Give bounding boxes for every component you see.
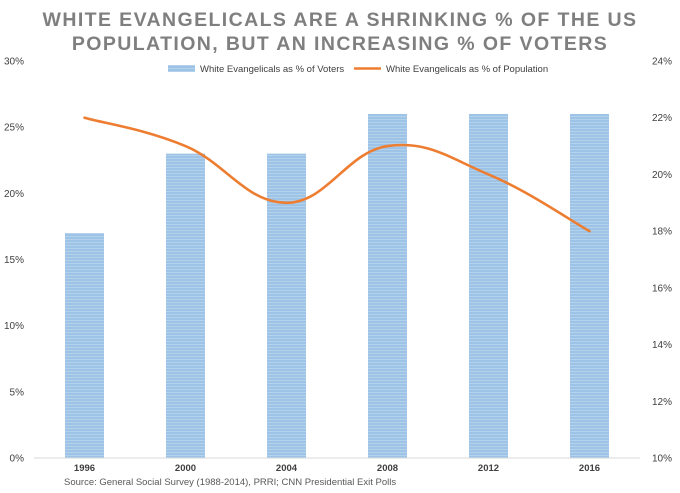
bar (166, 153, 205, 458)
left-axis-tick-label: 10% (4, 321, 24, 332)
chart-title-line-2: POPULATION, BUT AN INCREASING % OF VOTER… (71, 33, 609, 55)
legend-label-population: White Evangelicals as % of Population (386, 64, 548, 75)
right-axis-tick-label: 22% (652, 113, 672, 124)
x-axis-tick-label: 2008 (377, 463, 398, 474)
left-axis: 0% 5% 10% 15% 20% 25% 30% (4, 57, 24, 465)
right-axis-tick-label: 14% (652, 340, 672, 351)
bar (469, 113, 508, 458)
right-axis-tick-label: 18% (652, 227, 672, 238)
x-axis-tick-label: 2012 (478, 463, 499, 474)
right-axis: 10% 12% 14% 16% 18% 20% 22% 24% (652, 57, 672, 465)
legend-label-voters: White Evangelicals as % of Voters (200, 64, 344, 75)
left-axis-tick-label: 0% (10, 454, 25, 465)
right-axis-tick-label: 20% (652, 170, 672, 181)
source-note: Source: General Social Survey (1988-2014… (64, 477, 397, 488)
left-axis-tick-label: 5% (10, 387, 25, 398)
x-axis-tick-label: 2000 (175, 463, 196, 474)
x-axis: 1996 2000 2004 2008 2012 2016 (34, 457, 640, 474)
right-axis-tick-label: 12% (652, 397, 672, 408)
bar (65, 233, 104, 458)
chart-title: WHITE EVANGELICALS ARE A SHRINKING % OF … (0, 8, 680, 56)
population-line (83, 116, 591, 233)
left-axis-tick-label: 20% (4, 189, 24, 200)
bar (368, 113, 407, 458)
right-axis-tick-label: 10% (652, 454, 672, 465)
chart-title-line-1: WHITE EVANGELICALS ARE A SHRINKING % OF … (42, 9, 638, 31)
bar (267, 153, 306, 458)
chart-legend: White Evangelicals as % of Voters White E… (168, 64, 548, 75)
x-axis-tick-label: 2016 (579, 463, 600, 474)
line-series (83, 116, 591, 233)
left-axis-tick-label: 15% (4, 255, 24, 266)
right-axis-tick-label: 24% (652, 57, 672, 68)
x-axis-tick-label: 2004 (276, 463, 298, 474)
legend-swatch-voters (168, 65, 195, 72)
left-axis-tick-label: 30% (4, 57, 24, 68)
bar-series (65, 113, 609, 458)
right-axis-tick-label: 16% (652, 283, 672, 294)
left-axis-tick-label: 25% (4, 123, 24, 134)
x-axis-tick-label: 1996 (74, 463, 95, 474)
bar (570, 113, 609, 458)
